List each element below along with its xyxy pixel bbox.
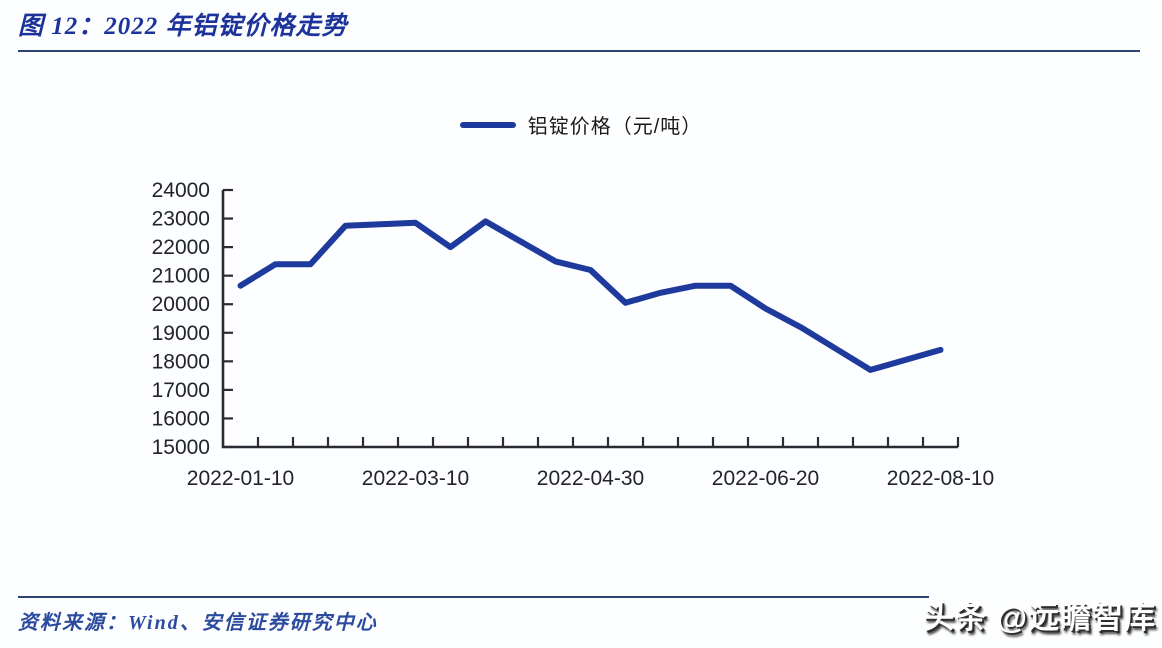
source-label: 资料来源：Wind、安信证券研究中心 [18, 612, 378, 634]
y-tick-label: 18000 [152, 350, 210, 373]
x-tick-label: 2022-04-30 [537, 467, 644, 490]
y-tick-label: 21000 [152, 265, 210, 288]
y-tick-label: 23000 [152, 208, 210, 231]
y-tick-label: 15000 [152, 436, 210, 459]
footer-divider [18, 596, 929, 598]
x-tick-label: 2022-03-10 [362, 467, 469, 490]
chart-legend: 铝锭价格（元/吨） [0, 110, 1162, 139]
axis-frame [221, 190, 958, 449]
x-tick-label: 2022-08-10 [887, 467, 994, 490]
price-line [237, 218, 944, 373]
y-tick-label: 19000 [152, 322, 210, 345]
y-tick-label: 22000 [152, 236, 210, 259]
x-tick-label: 2022-06-20 [712, 467, 819, 490]
y-tick-label: 16000 [152, 407, 210, 430]
y-tick-label: 24000 [152, 179, 210, 202]
legend-label: 铝锭价格（元/吨） [527, 116, 703, 138]
y-tick-label: 20000 [152, 293, 210, 316]
title-underline [18, 50, 1140, 52]
x-tick-label: 2022-01-10 [187, 467, 294, 490]
y-tick-label: 17000 [152, 379, 210, 402]
figure-title: 图 12：2022 年铝锭价格走势 [18, 13, 348, 40]
watermark-text: 头条 @远瞻智库 [923, 600, 1156, 635]
legend-line-swatch-icon [459, 121, 516, 128]
